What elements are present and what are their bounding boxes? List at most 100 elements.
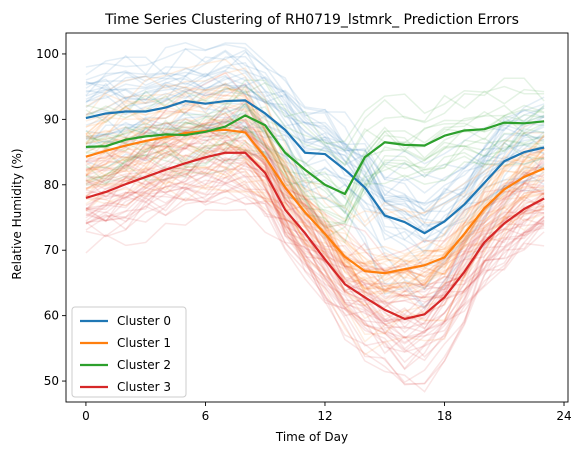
individual-trace bbox=[85, 100, 545, 280]
individual-trace bbox=[85, 144, 545, 299]
individual-trace bbox=[85, 167, 545, 272]
individual-trace bbox=[85, 196, 545, 358]
individual-trace bbox=[85, 118, 545, 293]
individual-trace bbox=[85, 85, 545, 204]
y-tick-label: 90 bbox=[44, 112, 59, 126]
individual-trace bbox=[85, 122, 545, 334]
individual-trace bbox=[85, 108, 545, 272]
chart-title: Time Series Clustering of RH0719_lstmrk_… bbox=[104, 12, 519, 28]
individual-trace bbox=[85, 124, 545, 291]
individual-trace bbox=[85, 188, 545, 326]
x-tick-label: 12 bbox=[317, 409, 332, 423]
individual-trace bbox=[85, 129, 545, 321]
individual-trace bbox=[85, 124, 545, 265]
individual-trace bbox=[85, 49, 545, 227]
individual-trace bbox=[85, 156, 545, 339]
individual-trace bbox=[85, 95, 545, 280]
individual-trace bbox=[85, 184, 545, 292]
individual-trace bbox=[85, 156, 545, 293]
individual-trace bbox=[85, 77, 545, 167]
individual-trace bbox=[85, 67, 545, 290]
y-tick-label: 50 bbox=[44, 374, 59, 388]
individual-trace bbox=[85, 151, 545, 278]
individual-trace bbox=[85, 50, 545, 243]
individual-trace bbox=[85, 105, 545, 329]
individual-trace bbox=[85, 166, 545, 292]
individual-trace bbox=[85, 139, 545, 336]
individual-trace bbox=[85, 168, 545, 309]
individual-trace bbox=[85, 72, 545, 214]
individual-trace bbox=[85, 159, 545, 330]
individual-trace bbox=[85, 130, 545, 306]
individual-trace bbox=[85, 85, 545, 152]
legend-entry: Cluster 1 bbox=[117, 336, 171, 350]
individual-trace bbox=[85, 125, 545, 230]
legend: Cluster 0 Cluster 1 Cluster 2 Cluster 3 bbox=[71, 306, 187, 398]
individual-trace bbox=[85, 42, 545, 233]
individual-trace bbox=[85, 170, 545, 338]
individual-trace bbox=[85, 81, 545, 145]
x-tick-label: 24 bbox=[556, 409, 571, 423]
individual-trace bbox=[85, 74, 545, 181]
individual-trace bbox=[85, 121, 545, 297]
individual-trace bbox=[85, 147, 545, 316]
individual-trace bbox=[85, 163, 545, 305]
individual-trace bbox=[85, 106, 545, 200]
individual-trace bbox=[85, 55, 545, 243]
individual-trace bbox=[85, 119, 545, 353]
individual-trace bbox=[85, 118, 545, 207]
individual-trace bbox=[85, 146, 545, 291]
individual-trace bbox=[85, 134, 545, 244]
individual-trace bbox=[85, 58, 545, 281]
individual-trace bbox=[85, 104, 545, 225]
individual-trace bbox=[85, 82, 545, 324]
individual-trace bbox=[85, 100, 545, 295]
legend-entry: Cluster 3 bbox=[117, 380, 171, 394]
individual-trace bbox=[85, 111, 545, 224]
individual-trace bbox=[85, 130, 545, 220]
individual-trace bbox=[85, 140, 545, 271]
y-tick-label: 60 bbox=[44, 309, 59, 323]
individual-trace bbox=[85, 129, 545, 322]
individual-trace bbox=[85, 102, 545, 309]
individual-trace bbox=[85, 76, 545, 290]
individual-trace bbox=[85, 127, 545, 258]
individual-trace bbox=[85, 117, 545, 255]
individual-trace bbox=[85, 141, 545, 239]
individual-trace bbox=[85, 113, 545, 224]
legend-entry: Cluster 0 bbox=[117, 314, 171, 328]
individual-trace bbox=[85, 51, 545, 211]
individual-trace bbox=[85, 99, 545, 362]
x-tick-label: 0 bbox=[82, 409, 90, 423]
individual-trace bbox=[85, 176, 545, 292]
y-axis-label: Relative Humidity (%) bbox=[10, 148, 24, 279]
individual-trace bbox=[85, 150, 545, 393]
individual-trace bbox=[85, 182, 545, 364]
individual-trace bbox=[85, 139, 545, 385]
individual-trace bbox=[85, 143, 545, 272]
series-lines bbox=[85, 99, 545, 321]
individual-trace bbox=[85, 88, 545, 224]
individual-trace bbox=[85, 42, 545, 213]
y-axis: 50 60 70 80 90 100 bbox=[36, 47, 66, 388]
y-tick-label: 70 bbox=[44, 243, 59, 257]
individual-trace bbox=[85, 111, 545, 310]
individual-trace bbox=[85, 129, 545, 356]
individual-trace bbox=[85, 89, 545, 209]
individual-trace bbox=[85, 171, 545, 289]
x-tick-label: 6 bbox=[202, 409, 210, 423]
individual-trace bbox=[85, 181, 545, 353]
individual-trace bbox=[85, 141, 545, 323]
y-tick-label: 80 bbox=[44, 178, 59, 192]
individual-trace bbox=[85, 132, 545, 343]
individual-trace bbox=[85, 183, 545, 309]
individual-trace bbox=[85, 70, 545, 197]
individual-trace bbox=[85, 66, 545, 205]
individual-trace bbox=[85, 83, 545, 285]
individual-trace bbox=[85, 174, 545, 330]
series-line-cluster-1 bbox=[85, 128, 545, 275]
individual-trace bbox=[85, 75, 545, 255]
individual-trace bbox=[85, 83, 545, 182]
individual-trace bbox=[85, 208, 545, 330]
